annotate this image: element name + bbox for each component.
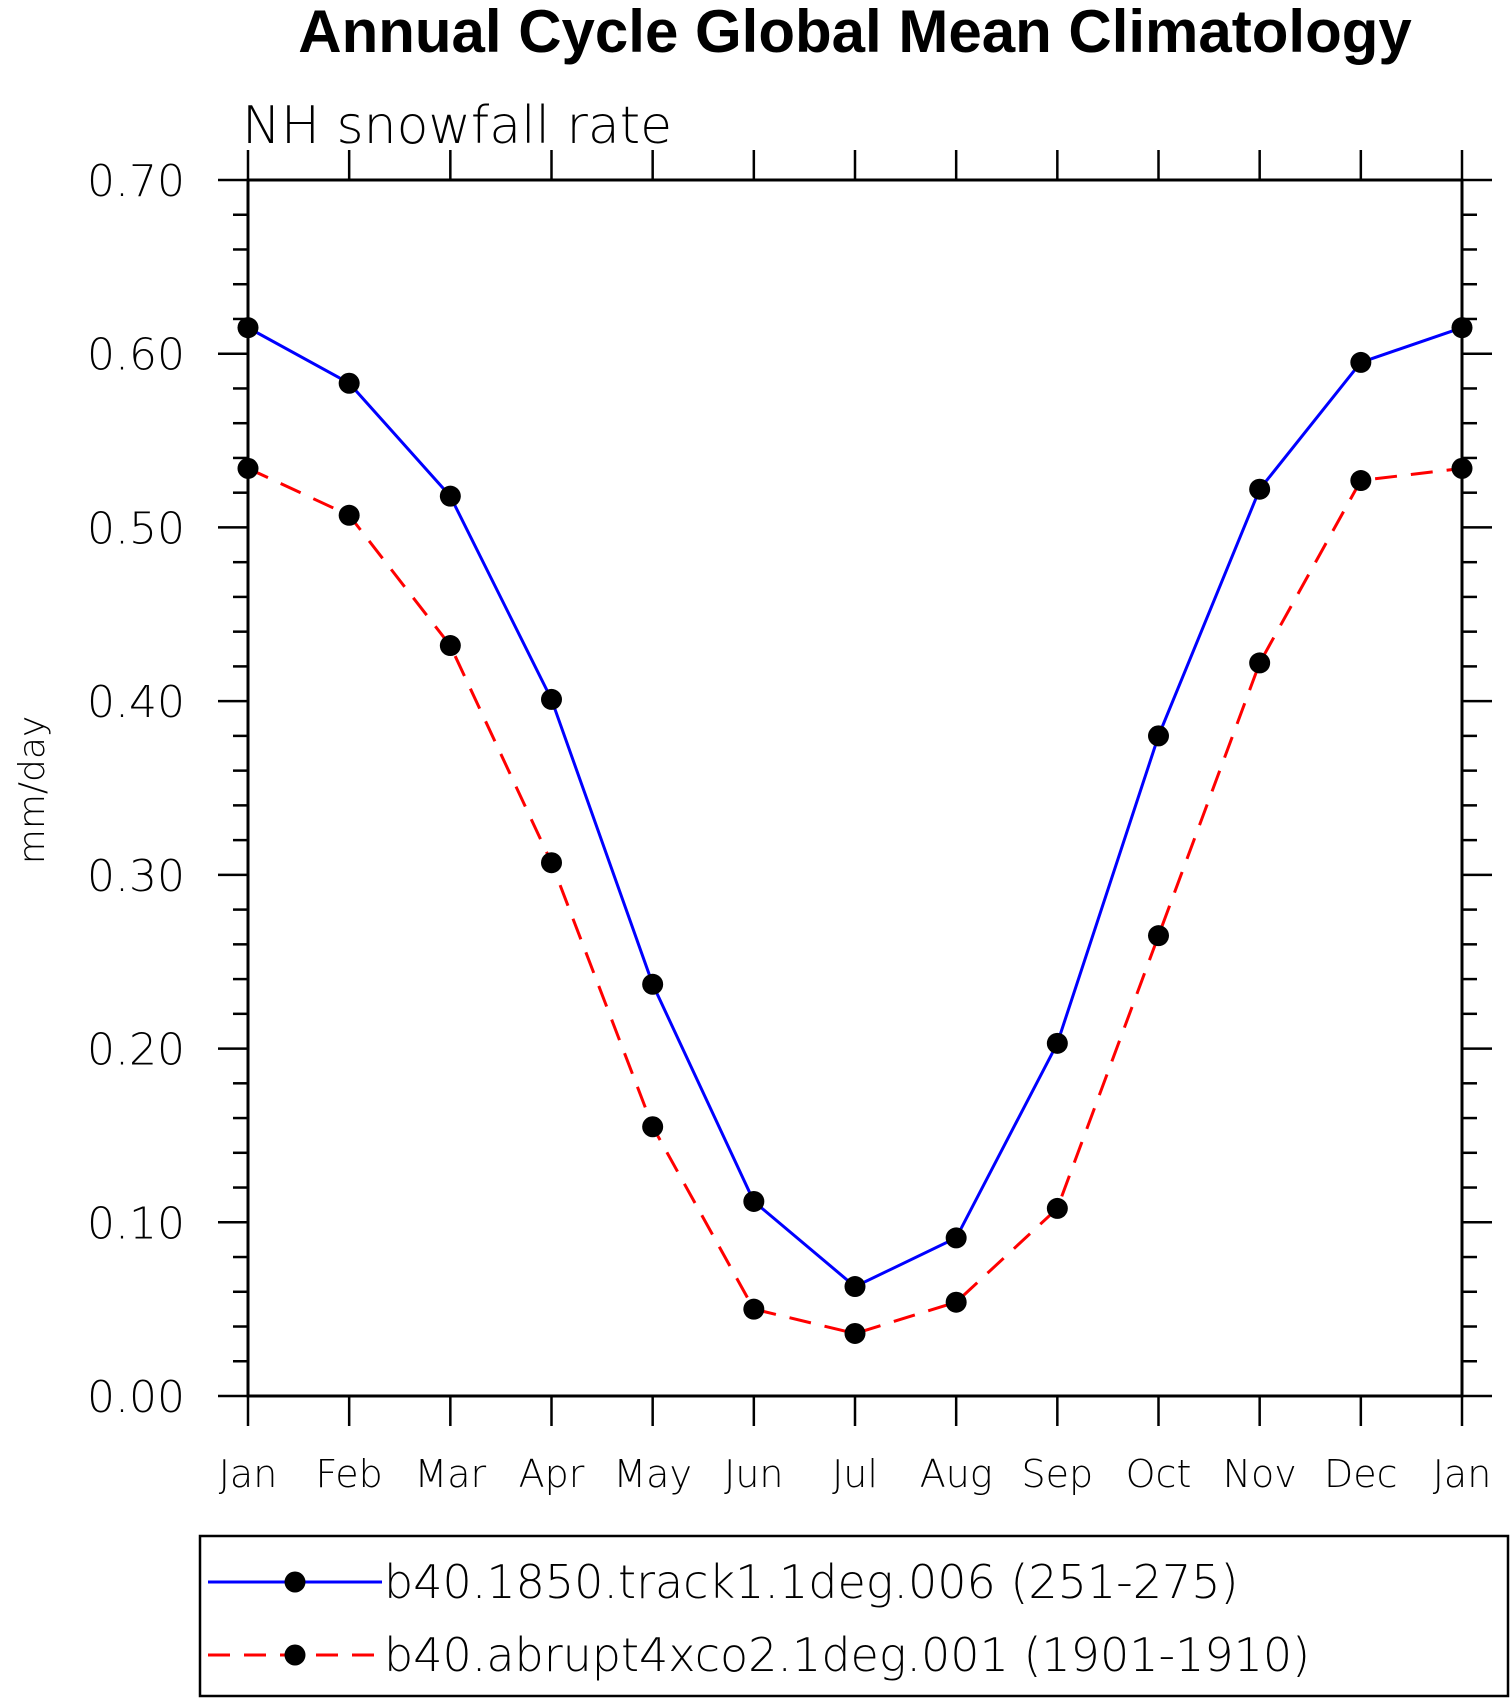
- series-1-point: [541, 688, 562, 710]
- x-tick-label: Dec: [1324, 1452, 1398, 1496]
- legend-marker-series-2: [284, 1644, 306, 1666]
- x-tick-label: Jun: [724, 1452, 783, 1496]
- y-tick-label: 0.10: [87, 1198, 185, 1249]
- y-tick-label: 0.40: [87, 677, 185, 728]
- series-2-point: [1451, 457, 1473, 479]
- series-1-point: [1046, 1032, 1068, 1054]
- y-tick-label: 0.20: [87, 1025, 185, 1076]
- series-1-point: [945, 1227, 967, 1249]
- y-tick-label: 0.60: [87, 330, 185, 381]
- plot-frame: [246, 178, 1464, 1398]
- legend: b40.1850.track1.1deg.006 (251-275) b40.a…: [198, 1534, 1510, 1698]
- series-2-point: [642, 1116, 664, 1138]
- x-tick-label: Oct: [1126, 1452, 1192, 1496]
- chart-subtitle: NH snowfall rate: [242, 96, 672, 156]
- legend-label-series-2: b40.abrupt4xco2.1deg.001 (1901-1910): [384, 1628, 1310, 1682]
- y-tick-label: 0.70: [87, 156, 185, 207]
- legend-box: [198, 1534, 1510, 1698]
- series-1-point: [338, 372, 360, 394]
- y-tick-label: 0.00: [87, 1372, 185, 1423]
- x-axis-ticks: Jan Feb Mar Apr May Jun Jul Aug Sep Oct Nov Dec Jan: [219, 150, 1492, 1496]
- x-tick-label: Apr: [519, 1452, 585, 1496]
- series-1-point: [1350, 351, 1372, 373]
- legend-label-series-1: b40.1850.track1.1deg.006 (251-275): [384, 1555, 1239, 1609]
- chart-title: Annual Cycle Global Mean Climatology: [298, 0, 1412, 65]
- series-2-point: [338, 504, 360, 526]
- x-tick-label: Mar: [414, 1452, 486, 1496]
- series-1-point: [1451, 317, 1473, 339]
- series-1-point: [439, 485, 461, 507]
- series-2-point: [1148, 925, 1169, 947]
- x-tick-label: Aug: [920, 1452, 993, 1496]
- series-2-point: [743, 1298, 765, 1320]
- series-2-point: [237, 457, 259, 479]
- x-tick-label: Sep: [1022, 1452, 1094, 1496]
- x-tick-label: Feb: [316, 1452, 383, 1496]
- x-tick-label: Jan: [1433, 1452, 1492, 1496]
- y-tick-label: 0.50: [87, 503, 185, 554]
- series-2-point: [844, 1322, 866, 1344]
- series-1-point: [642, 973, 664, 995]
- series-2-point: [1249, 652, 1271, 674]
- series-2-point: [1046, 1197, 1068, 1219]
- series-2-point: [439, 635, 461, 657]
- series-1-point: [844, 1276, 866, 1298]
- series-2-point: [945, 1291, 967, 1313]
- series-2-point: [541, 852, 562, 874]
- series-2-point: [1350, 470, 1372, 492]
- series-line-2: [247, 466, 1463, 1336]
- series-1-point: [1148, 725, 1169, 747]
- x-tick-label: Jan: [219, 1452, 278, 1496]
- series-layer: [237, 317, 1473, 1344]
- series-1-point: [1249, 478, 1271, 500]
- y-axis-ticks: 0.00 0.10 0.20 0.30 0.40 0.50 0.60 0.70: [87, 156, 1492, 1423]
- y-tick-label: 0.30: [87, 851, 185, 902]
- x-tick-label: Jul: [832, 1452, 878, 1496]
- legend-marker-series-1: [284, 1571, 306, 1593]
- x-tick-label: May: [613, 1452, 692, 1496]
- x-tick-label: Nov: [1223, 1452, 1297, 1496]
- series-1-point: [743, 1190, 765, 1212]
- series-line-1: [247, 326, 1463, 1289]
- series-1-point: [237, 317, 259, 339]
- y-axis-label: mm/day: [12, 716, 53, 864]
